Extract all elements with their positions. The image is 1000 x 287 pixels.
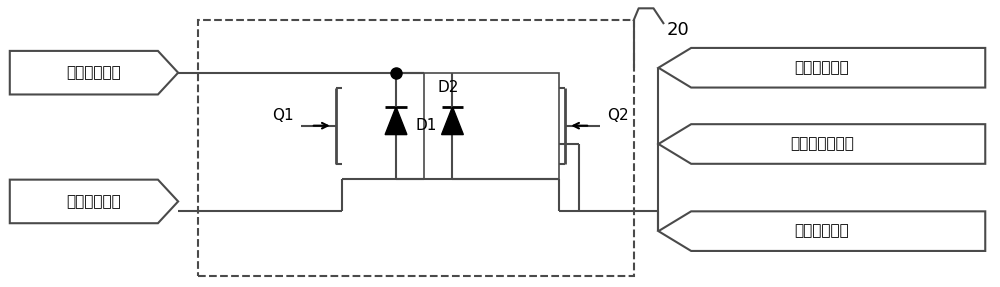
Text: 低压负交换端: 低压负交换端 (67, 65, 121, 80)
Text: Q1: Q1 (272, 108, 294, 123)
Text: 前侧中性变换端: 前侧中性变换端 (790, 137, 854, 152)
Bar (424, 73, 559, 179)
Text: 低压正交换端: 低压正交换端 (67, 194, 121, 209)
Text: 前侧负变换端: 前侧负变换端 (794, 60, 849, 75)
Text: D2: D2 (438, 80, 459, 95)
Text: 20: 20 (667, 21, 690, 39)
Polygon shape (442, 107, 463, 135)
Text: Q2: Q2 (607, 108, 629, 123)
Text: 前侧正变换端: 前侧正变换端 (794, 224, 849, 239)
Text: D1: D1 (416, 118, 437, 133)
Polygon shape (385, 107, 407, 135)
Bar (198, 20, 634, 276)
